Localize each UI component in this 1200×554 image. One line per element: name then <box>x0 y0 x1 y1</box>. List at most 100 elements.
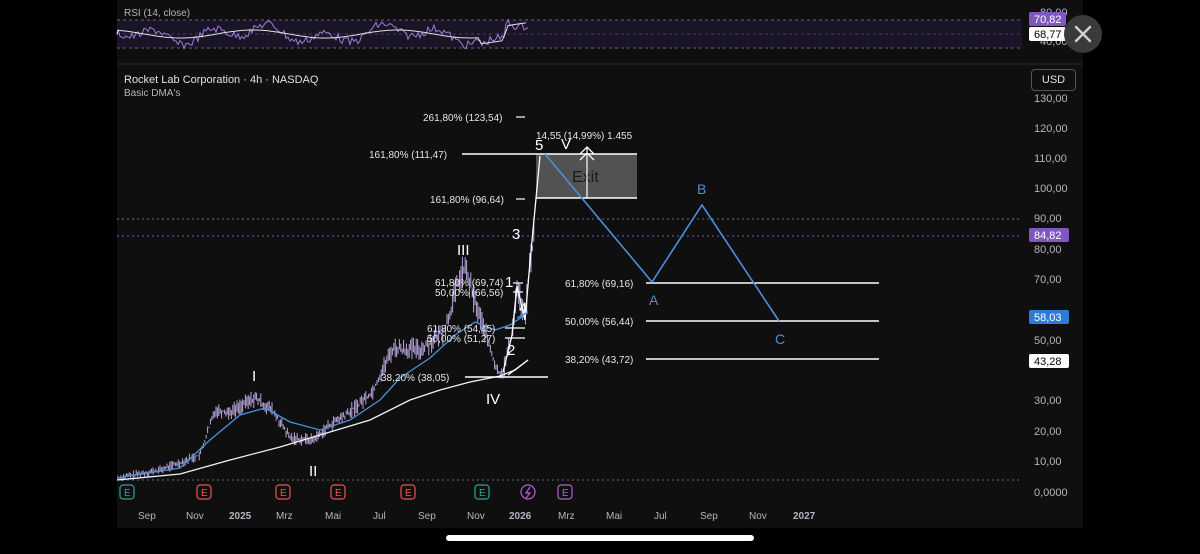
earnings-marker[interactable] <box>474 484 490 500</box>
wave-label-A: A <box>649 292 659 308</box>
measure-arrow-up-2 <box>579 152 595 161</box>
time-axis-label: Nov <box>749 511 767 522</box>
fib-label-382-main: 38,20% (38,05) <box>381 373 449 384</box>
earnings-marker-label: E <box>124 488 131 499</box>
home-indicator[interactable] <box>446 535 754 541</box>
price-axis-label: 50,00 <box>1034 335 1062 347</box>
lightning-bolt <box>524 486 532 499</box>
price-axis-label: 80,00 <box>1034 244 1062 256</box>
exit-label: Exit <box>572 169 599 186</box>
time-axis-label: Mrz <box>558 511 575 522</box>
wave-label-B: B <box>697 181 706 197</box>
rsi-value-text: 70,82 <box>1034 14 1062 26</box>
price-axis-label: 70,00 <box>1034 274 1062 286</box>
proj-label-618: 61,80% (69,16) <box>565 279 633 290</box>
fib-label-618-b: 61,80% (54,45) <box>427 324 495 335</box>
time-axis-label: 2025 <box>229 511 252 522</box>
time-axis-label: Jul <box>373 511 386 522</box>
time-axis-label: 2026 <box>509 511 532 522</box>
close-button[interactable] <box>1064 15 1102 53</box>
wave-label-II: II <box>309 463 317 480</box>
price-candles <box>117 224 535 482</box>
time-axis-label: Sep <box>418 511 436 522</box>
earnings-marker[interactable] <box>400 484 416 500</box>
price-axis-label: 0,0000 <box>1034 487 1068 499</box>
wave-label-V: V <box>561 136 571 153</box>
fib-label-161-low: 161,80% (96,64) <box>430 195 504 206</box>
dma-fast-line <box>116 314 526 479</box>
rsi-ma-text: 68,77 <box>1034 29 1062 41</box>
dma-slow-line <box>116 359 529 481</box>
fib-label-261: 261,80% (123,54) <box>423 113 503 124</box>
price-axis-label: 110,00 <box>1034 153 1067 165</box>
wave-label-III: III <box>457 242 470 259</box>
fib-label-618-a: 61,80% (69,74) <box>435 278 503 289</box>
price-axis-label: 130,00 <box>1034 93 1068 105</box>
currency-button[interactable]: USD <box>1031 69 1076 91</box>
abc-projection-path[interactable] <box>544 153 780 322</box>
price-axis[interactable]: 130,00 120,00 110,00 100,00 90,00 80,00 70,00 5… <box>1034 93 1068 499</box>
close-icon <box>1074 25 1092 43</box>
time-axis-label: Sep <box>700 511 718 522</box>
wave-label-IV: IV <box>486 391 500 408</box>
last-price-text: 84,82 <box>1034 230 1062 242</box>
time-axis-label: 2027 <box>793 511 816 522</box>
wave-label-I: I <box>252 368 256 385</box>
indicator-name[interactable]: Basic DMA's <box>124 88 181 99</box>
rsi-title[interactable]: RSI (14, close) <box>124 8 191 19</box>
price-axis-label: 90,00 <box>1034 213 1062 225</box>
fib-label-161-high: 161,80% (111,47) <box>369 150 447 161</box>
earnings-marker[interactable] <box>330 484 346 500</box>
dividend-marker[interactable] <box>557 484 573 500</box>
time-axis-label: Sep <box>138 511 156 522</box>
rsi-value-badge <box>1029 12 1066 26</box>
symbol-title[interactable]: Rocket Lab Corporation · 4h · NASDAQ <box>124 74 319 86</box>
earnings-marker[interactable] <box>196 484 212 500</box>
time-axis-label: Mai <box>325 511 341 522</box>
wave-label-2: 2 <box>507 342 515 359</box>
price-axis-label: 10,00 <box>1034 456 1062 468</box>
proj-label-50: 50,00% (56,44) <box>565 317 633 328</box>
time-axis-label: Jul <box>654 511 667 522</box>
rsi-ma-line <box>116 22 527 45</box>
price-axis-label: 30,00 <box>1034 395 1062 407</box>
fib-label-50-b: 50,00% (51,27) <box>427 334 495 345</box>
time-axis-label: Nov <box>467 511 485 522</box>
support-price-badge <box>1029 354 1069 368</box>
rsi-pane: 80,00 40,00 70,82 68,77 <box>116 7 1068 50</box>
earnings-marker-label: E <box>335 488 342 499</box>
subwave-path <box>502 155 541 373</box>
earnings-marker-label: E <box>405 488 412 499</box>
wave-label-3: 3 <box>512 226 520 243</box>
last-price-badge <box>1029 228 1069 242</box>
price-axis-label: 120,00 <box>1034 123 1068 135</box>
earnings-marker[interactable] <box>275 484 291 500</box>
earnings-marker[interactable] <box>119 484 135 500</box>
wave-2-guide <box>507 359 529 376</box>
dividend-marker-label: E <box>562 488 569 499</box>
time-axis[interactable]: Sep Nov 2025 Mrz Mai Jul Sep Nov 2026 Mrz Mai Jul Se… <box>138 511 816 522</box>
wave-label-4: 4 <box>519 300 527 317</box>
proj-label-382: 38,20% (43,72) <box>565 355 633 366</box>
measure-arrow-up <box>579 146 595 155</box>
lightning-icon[interactable] <box>520 484 536 500</box>
target-price-text: 58,03 <box>1034 312 1062 324</box>
price-axis-label: 20,00 <box>1034 426 1062 438</box>
time-axis-label: Mrz <box>276 511 293 522</box>
earnings-marker-label: E <box>280 488 287 499</box>
event-markers: E E E E E E E <box>119 484 573 500</box>
wave-4-guide <box>516 311 529 319</box>
target-price-badge <box>1029 310 1069 324</box>
wave-label-C: C <box>775 331 785 347</box>
earnings-marker-label: E <box>201 488 208 499</box>
support-price-text: 43,28 <box>1034 356 1062 368</box>
price-axis-label: 100,00 <box>1034 183 1068 195</box>
rsi-ma-badge <box>1029 27 1066 41</box>
chart-panel[interactable] <box>117 0 1083 528</box>
fib-label-50-a: 50,00% (66,56) <box>435 288 503 299</box>
measure-label: 14,55 (14,99%) 1.455 <box>536 131 633 142</box>
time-axis-label: Nov <box>186 511 204 522</box>
rsi-line <box>116 18 529 50</box>
